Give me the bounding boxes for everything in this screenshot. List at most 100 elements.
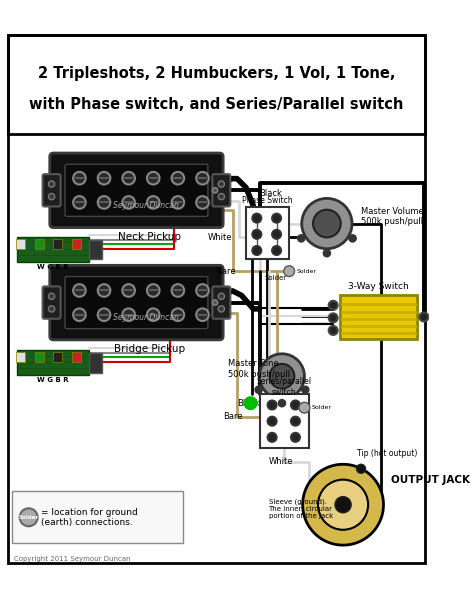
FancyBboxPatch shape bbox=[35, 239, 44, 249]
Text: OUTPUT JACK: OUTPUT JACK bbox=[391, 475, 470, 484]
Text: Bridge Pickup: Bridge Pickup bbox=[114, 344, 185, 354]
Text: W G B R: W G B R bbox=[37, 377, 69, 383]
Circle shape bbox=[212, 188, 218, 193]
Circle shape bbox=[98, 309, 110, 321]
Circle shape bbox=[313, 210, 341, 237]
Text: Solder: Solder bbox=[18, 515, 39, 520]
Circle shape bbox=[20, 508, 37, 526]
FancyBboxPatch shape bbox=[212, 174, 230, 206]
FancyBboxPatch shape bbox=[16, 239, 25, 249]
Text: Master Tone
500k push/pull: Master Tone 500k push/pull bbox=[228, 359, 290, 379]
FancyBboxPatch shape bbox=[43, 286, 61, 319]
Circle shape bbox=[272, 246, 281, 255]
Circle shape bbox=[268, 433, 277, 442]
Circle shape bbox=[252, 213, 261, 222]
Circle shape bbox=[349, 235, 356, 242]
FancyBboxPatch shape bbox=[50, 153, 223, 228]
Circle shape bbox=[48, 181, 55, 187]
Text: Bare: Bare bbox=[217, 267, 236, 276]
FancyBboxPatch shape bbox=[89, 240, 102, 260]
Text: Neck Pickup: Neck Pickup bbox=[118, 231, 182, 242]
Circle shape bbox=[98, 284, 110, 297]
Circle shape bbox=[328, 301, 337, 310]
Circle shape bbox=[73, 309, 86, 321]
Text: Bare: Bare bbox=[224, 412, 243, 421]
Text: White: White bbox=[208, 233, 233, 242]
Circle shape bbox=[419, 313, 428, 322]
Circle shape bbox=[255, 386, 262, 393]
Text: Black: Black bbox=[237, 399, 260, 408]
FancyBboxPatch shape bbox=[260, 394, 309, 448]
Circle shape bbox=[147, 172, 160, 184]
FancyBboxPatch shape bbox=[246, 208, 289, 260]
FancyBboxPatch shape bbox=[53, 352, 62, 362]
Circle shape bbox=[268, 401, 277, 410]
FancyBboxPatch shape bbox=[72, 239, 81, 249]
Circle shape bbox=[98, 172, 110, 184]
Text: Tip (hot output): Tip (hot output) bbox=[356, 449, 417, 458]
Circle shape bbox=[302, 199, 352, 249]
Circle shape bbox=[122, 172, 135, 184]
Circle shape bbox=[252, 230, 261, 239]
Circle shape bbox=[218, 293, 225, 300]
Circle shape bbox=[73, 196, 86, 209]
Text: with Phase switch, and Series/Parallel switch: with Phase switch, and Series/Parallel s… bbox=[29, 96, 403, 112]
Text: Sleeve (ground).
The inner, circular
portion of the jack: Sleeve (ground). The inner, circular por… bbox=[268, 499, 333, 520]
Circle shape bbox=[302, 386, 309, 393]
FancyBboxPatch shape bbox=[65, 276, 208, 329]
Text: Seymour Duncan: Seymour Duncan bbox=[112, 313, 178, 322]
Circle shape bbox=[147, 284, 160, 297]
Text: Solder: Solder bbox=[296, 269, 316, 274]
Circle shape bbox=[48, 193, 55, 200]
FancyBboxPatch shape bbox=[35, 352, 44, 362]
Circle shape bbox=[73, 284, 86, 297]
Circle shape bbox=[284, 266, 294, 276]
Circle shape bbox=[252, 246, 261, 255]
FancyBboxPatch shape bbox=[50, 266, 223, 340]
Circle shape bbox=[218, 181, 225, 187]
FancyBboxPatch shape bbox=[340, 295, 417, 338]
Circle shape bbox=[328, 313, 337, 322]
FancyBboxPatch shape bbox=[89, 353, 102, 373]
FancyBboxPatch shape bbox=[16, 352, 25, 362]
Text: Solder: Solder bbox=[311, 405, 332, 410]
Circle shape bbox=[172, 172, 184, 184]
Circle shape bbox=[270, 364, 294, 389]
Text: Master Volume
500k push/pull: Master Volume 500k push/pull bbox=[361, 207, 424, 226]
Circle shape bbox=[323, 249, 330, 257]
Text: Series/parallel
switch: Series/parallel switch bbox=[256, 377, 312, 396]
FancyBboxPatch shape bbox=[17, 237, 89, 262]
Bar bbox=[8, 35, 425, 134]
Circle shape bbox=[196, 196, 209, 209]
Text: Phase Switch: Phase Switch bbox=[242, 196, 293, 205]
Circle shape bbox=[272, 230, 281, 239]
Circle shape bbox=[147, 196, 160, 209]
Circle shape bbox=[122, 196, 135, 209]
Circle shape bbox=[48, 293, 55, 300]
FancyBboxPatch shape bbox=[43, 174, 61, 206]
Circle shape bbox=[218, 193, 225, 200]
Circle shape bbox=[196, 309, 209, 321]
Text: Seymour Duncan: Seymour Duncan bbox=[112, 201, 178, 210]
Circle shape bbox=[73, 172, 86, 184]
Circle shape bbox=[48, 306, 55, 312]
Circle shape bbox=[291, 433, 300, 442]
Text: Copyright 2011 Seymour Duncan: Copyright 2011 Seymour Duncan bbox=[14, 556, 131, 562]
FancyBboxPatch shape bbox=[11, 491, 183, 544]
Text: 3-Way Switch: 3-Way Switch bbox=[348, 282, 409, 291]
FancyBboxPatch shape bbox=[212, 286, 230, 319]
Circle shape bbox=[147, 309, 160, 321]
Text: Black: Black bbox=[260, 190, 283, 199]
Circle shape bbox=[291, 417, 300, 426]
Circle shape bbox=[278, 399, 285, 407]
Circle shape bbox=[212, 300, 218, 306]
Circle shape bbox=[299, 402, 310, 413]
Circle shape bbox=[172, 284, 184, 297]
Text: Solder: Solder bbox=[264, 274, 286, 280]
Circle shape bbox=[335, 496, 351, 513]
Circle shape bbox=[172, 196, 184, 209]
Circle shape bbox=[218, 306, 225, 312]
Text: W G B R: W G B R bbox=[37, 264, 69, 270]
Circle shape bbox=[298, 235, 305, 242]
Circle shape bbox=[98, 196, 110, 209]
